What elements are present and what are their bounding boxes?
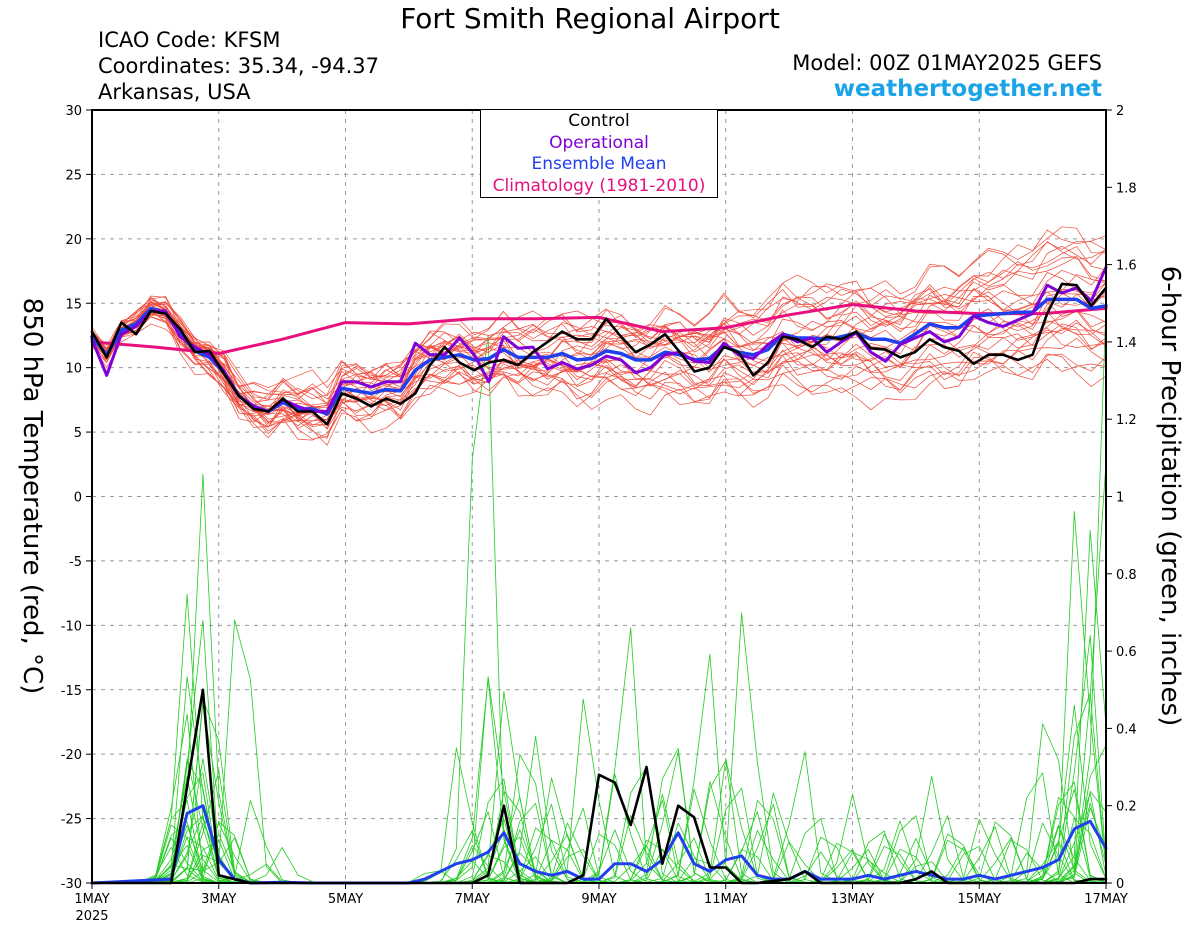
site-link[interactable]: weathertogether.net	[833, 76, 1102, 102]
temp-member-line	[91, 308, 1107, 428]
y-left-tick-label: -30	[61, 877, 82, 892]
temp-member-line	[91, 312, 1107, 419]
x-tick-label: 13MAY	[831, 892, 875, 907]
x-tick-label: 15MAY	[957, 892, 1001, 907]
grid-lines	[92, 110, 1106, 883]
y-right-tick-label: 0.2	[1116, 800, 1137, 815]
precip-member-line	[91, 473, 1107, 884]
y-right-tick-label: 1.2	[1116, 413, 1137, 428]
climatology-line	[90, 303, 1108, 355]
temp-member-line	[91, 241, 1107, 408]
legend-control: Control	[568, 111, 630, 131]
coordinates: Coordinates: 35.34, -94.37	[98, 54, 379, 78]
legend: Control Operational Ensemble Mean Climat…	[480, 109, 718, 198]
y-axis-left-label: 850 hPa Temperature (red, °C)	[17, 297, 47, 695]
y-left-tick-label: -15	[61, 684, 82, 699]
x-tick-label: 5MAY	[328, 892, 363, 907]
x-tick-sublabel: 2025	[75, 909, 108, 924]
axes: 302520151050-5-10-15-20-25-3021.81.61.41…	[61, 104, 1137, 924]
x-tick-label: 11MAY	[704, 892, 748, 907]
x-tick-label: 3MAY	[201, 892, 236, 907]
x-tick-label: 1MAY	[74, 892, 109, 907]
y-left-tick-label: -10	[61, 619, 82, 634]
y-right-tick-label: 0.8	[1116, 568, 1137, 583]
x-tick-label: 7MAY	[455, 892, 490, 907]
x-tick-label: 17MAY	[1084, 892, 1128, 907]
y-left-tick-label: 25	[65, 168, 82, 183]
temp-member-line	[91, 266, 1107, 423]
y-left-tick-label: 30	[65, 104, 82, 119]
model-run: Model: 00Z 01MAY2025 GEFS	[792, 51, 1102, 75]
temp-member-line	[91, 323, 1107, 446]
y-left-tick-label: -5	[69, 555, 82, 570]
y-right-tick-label: 1.4	[1116, 336, 1137, 351]
temp-member-line	[91, 240, 1107, 406]
temp-member-line	[91, 316, 1107, 439]
legend-operational: Operational	[549, 132, 649, 153]
temp-members	[91, 226, 1107, 446]
temp-member-line	[91, 301, 1107, 426]
temp-member-line	[91, 282, 1107, 435]
y-right-tick-label: 0.4	[1116, 722, 1137, 737]
legend-mean: Ensemble Mean	[531, 154, 667, 174]
y-left-tick-label: -25	[61, 813, 82, 828]
chart-title: Fort Smith Regional Airport	[400, 2, 780, 35]
y-left-tick-label: 0	[74, 491, 82, 506]
y-left-tick-label: 15	[65, 297, 82, 312]
legend-climatology: Climatology (1981-2010)	[492, 175, 706, 196]
y-right-tick-label: 1	[1116, 491, 1124, 506]
temp-member-line	[91, 229, 1107, 400]
y-left-tick-label: -20	[61, 748, 82, 763]
temp-member-line	[91, 296, 1107, 422]
y-left-tick-label: 20	[65, 233, 82, 248]
icao-code: ICAO Code: KFSM	[98, 28, 281, 52]
main-series	[90, 265, 1108, 885]
y-left-tick-label: 5	[74, 426, 82, 441]
temp-member-line	[91, 314, 1107, 428]
x-tick-label: 9MAY	[581, 892, 616, 907]
temp-member-line	[91, 310, 1107, 441]
temp-member-line	[91, 226, 1107, 389]
y-right-tick-label: 1.8	[1116, 181, 1137, 196]
y-left-tick-label: 10	[65, 362, 82, 377]
y-right-tick-label: 1.6	[1116, 259, 1137, 274]
location: Arkansas, USA	[98, 80, 251, 104]
y-right-tick-label: 2	[1116, 104, 1124, 119]
y-axis-right-label: 6-hour Precipitation (green, inches)	[1155, 265, 1185, 727]
temp-control-line	[90, 282, 1108, 426]
y-right-tick-label: 0	[1116, 877, 1124, 892]
temp-member-line	[91, 272, 1107, 416]
y-right-tick-label: 0.6	[1116, 645, 1137, 660]
